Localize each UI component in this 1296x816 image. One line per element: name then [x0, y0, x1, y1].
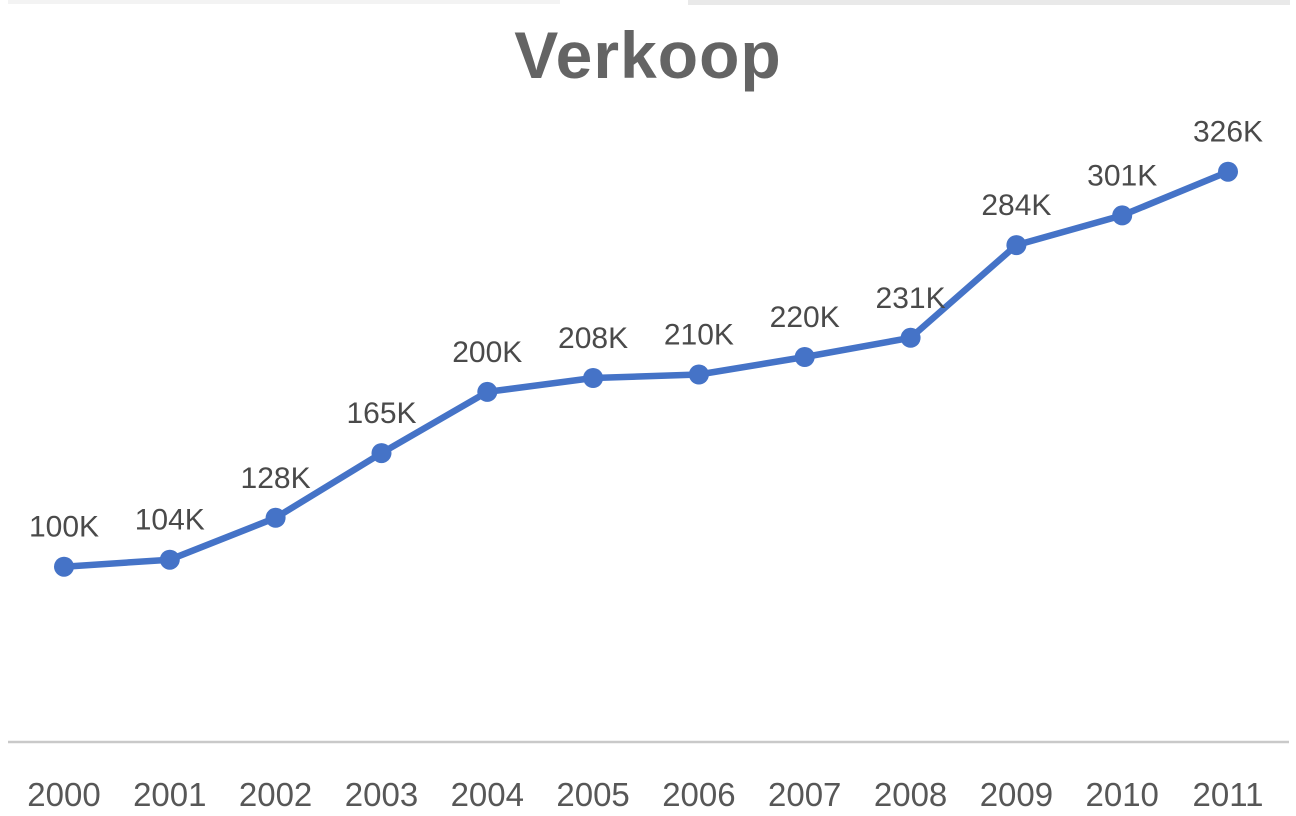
value-label-2005: 208K: [558, 322, 628, 355]
data-point-2005: [583, 368, 604, 388]
data-point-2004: [477, 381, 498, 402]
x-tick-2005: 2005: [556, 776, 629, 813]
x-tick-2011: 2011: [1193, 776, 1264, 813]
value-label-2006: 210K: [664, 319, 734, 352]
x-tick-2004: 2004: [451, 776, 524, 813]
data-point-2006: [688, 364, 709, 385]
x-tick-2000: 2000: [27, 776, 100, 813]
data-point-2000: [54, 556, 74, 577]
x-tick-2006: 2006: [662, 776, 735, 813]
value-label-2002: 128K: [241, 462, 311, 495]
x-tick-2009: 2009: [980, 776, 1053, 813]
data-point-2003: [371, 443, 392, 464]
x-tick-2003: 2003: [345, 776, 418, 813]
value-label-2009: 284K: [981, 189, 1051, 222]
value-label-2010: 301K: [1087, 159, 1157, 192]
chart-title: Verkoop: [514, 18, 782, 92]
data-point-2009: [1006, 235, 1027, 256]
x-tick-2008: 2008: [874, 776, 947, 813]
value-label-2001: 104K: [135, 504, 205, 537]
cropped-edge-artifact-right: [688, 0, 1290, 5]
data-point-2011: [1218, 161, 1238, 182]
value-label-2007: 220K: [770, 301, 840, 334]
value-label-2008: 231K: [876, 282, 946, 315]
value-label-2000: 100K: [29, 511, 99, 544]
data-point-2008: [900, 327, 921, 348]
value-label-2003: 165K: [346, 397, 416, 430]
data-point-2010: [1112, 205, 1133, 226]
x-tick-2002: 2002: [239, 776, 312, 813]
value-label-2011: 326K: [1193, 116, 1263, 149]
data-point-2001: [159, 549, 180, 570]
cropped-edge-artifact-left: [8, 0, 560, 4]
data-point-2002: [265, 507, 286, 528]
value-label-2004: 200K: [452, 336, 522, 369]
x-tick-2010: 2010: [1085, 776, 1158, 813]
series-line-verkoop: [60, 168, 1232, 570]
x-tick-2001: 2001: [133, 776, 206, 813]
x-tick-2007: 2007: [768, 776, 841, 813]
data-point-2007: [794, 347, 815, 367]
